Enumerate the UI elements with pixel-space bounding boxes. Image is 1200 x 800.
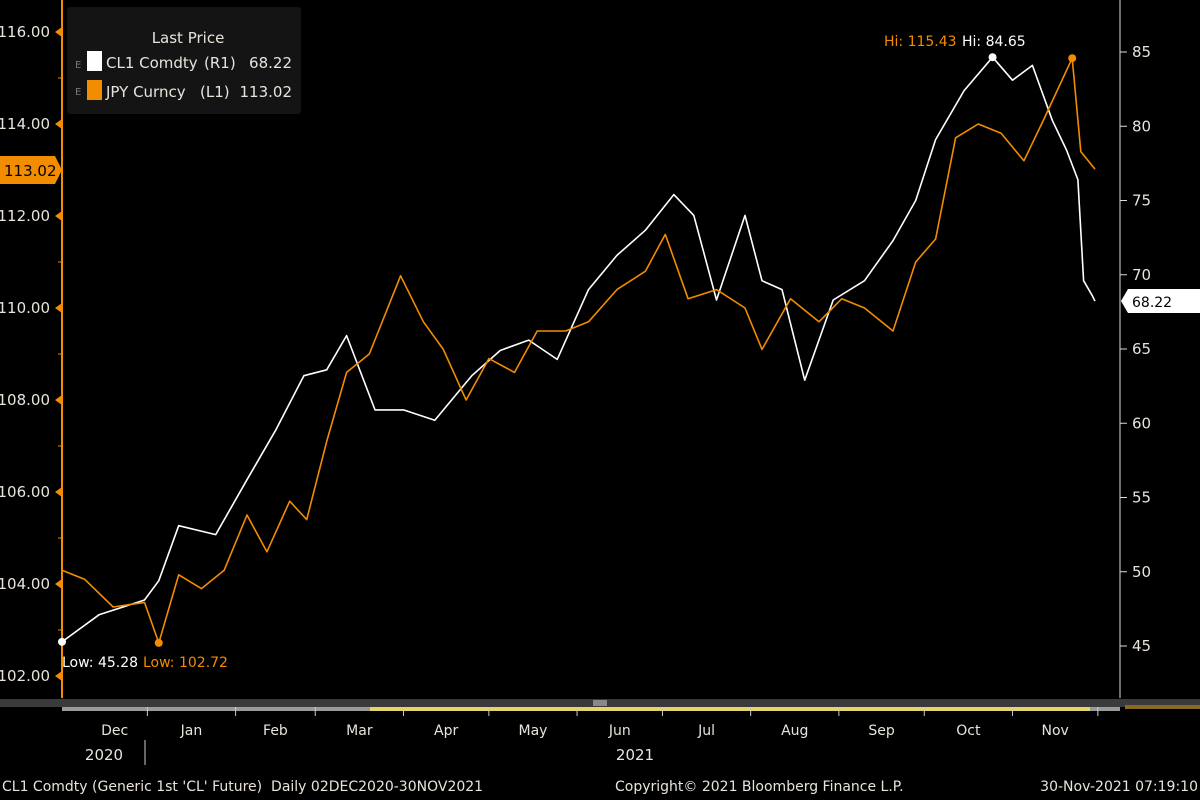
x-tick-label: Jun [608,723,631,739]
left-tick-label: 108.00 [0,391,50,409]
legend-axis: (L1) [200,83,230,101]
left-tick-label: 116.00 [0,23,50,41]
jpy-low-annotation: Low: 102.72 [143,655,228,671]
left-tick-mark [55,487,62,497]
x-tick-label: Jul [697,723,715,739]
left-tick-mark [55,579,62,589]
x-tick-label: May [518,723,547,739]
right-tick-label: 65 [1132,340,1151,358]
x-tick-label: Sep [868,723,895,739]
jpy-low-marker [154,638,163,647]
legend-item-cl1[interactable]: E CL1 Comdty (R1) 68.22 [75,51,292,72]
x-tick-label: Mar [346,723,373,739]
legend-value: 68.22 [249,54,292,72]
right-tick-label: 80 [1132,117,1151,135]
left-tick-label: 112.00 [0,207,50,225]
time-scrollbar[interactable] [0,699,1200,711]
cl1-swatch [87,51,102,71]
x-axis-ticks: Dec Jan Feb Mar Apr May Jun Jul Aug Sep Oct Nov [101,707,1099,739]
right-last-value: 68.22 [1132,295,1172,311]
right-tick-label: 75 [1132,192,1151,210]
right-tick-label: 70 [1132,266,1151,284]
right-tick-label: 50 [1132,563,1151,581]
left-tick-mark [55,395,62,405]
series-lines [58,53,1096,647]
x-tick-label: Feb [263,723,288,739]
left-tick-label: 106.00 [0,483,50,501]
legend: Last Price E CL1 Comdty (R1) 68.22 E JPY… [67,7,301,114]
year-label-2021: 2021 [616,746,654,764]
left-last-value: 113.02 [4,162,57,180]
x-tick-label: Jan [180,723,203,739]
x-tick-label: Oct [956,723,981,739]
right-axis-ticks: 45 50 55 60 65 70 75 80 85 [1120,43,1151,655]
left-tick-mark [55,27,62,37]
left-tick-label: 104.00 [0,575,50,593]
left-tick-label: 110.00 [0,299,50,317]
right-tick-label: 85 [1132,43,1151,61]
legend-name: CL1 Comdty [106,54,198,72]
left-tick-label: 114.00 [0,115,50,133]
year-label-2020: 2020 [85,746,123,764]
legend-name: JPY Curncy [105,83,186,101]
jpy-high-marker [1068,54,1077,63]
left-tick-mark [55,303,62,313]
jpy-high-annotation: Hi: 115.43 [884,34,957,50]
left-tick-mark [55,119,62,129]
left-tick-label: 102.00 [0,667,50,685]
left-axis-ticks: 102.00 104.00 106.00 108.00 110.00 112.00 114.… [0,23,62,685]
footer-copyright: Copyright© 2021 Bloomberg Finance L.P. [615,779,904,795]
jpy-swatch [87,80,102,100]
right-tick-label: 45 [1132,637,1151,655]
expand-icon[interactable]: E [75,87,81,98]
right-last-label: 68.22 [1121,289,1200,313]
legend-title: Last Price [152,29,225,47]
cl1-low-annotation: Low: 45.28 [62,655,138,671]
legend-value: 113.02 [240,83,293,101]
x-tick-label: Dec [101,723,128,739]
x-tick-label: Aug [781,723,808,739]
x-tick-label: Nov [1041,723,1068,739]
footer-description: CL1 Comdty (Generic 1st 'CL' Future) Dai… [2,779,483,795]
scroll-handle-icon[interactable] [593,700,607,706]
footer-timestamp: 30-Nov-2021 07:19:10 [1040,779,1198,795]
x-tick-label: Apr [434,723,458,739]
legend-item-jpy[interactable]: E JPY Curncy (L1) 113.02 [75,80,292,101]
cl1-high-marker [988,53,997,62]
left-last-label: 113.02 [0,156,62,184]
left-tick-mark [55,671,62,681]
jpy-series-line [61,57,1096,644]
expand-icon[interactable]: E [75,60,81,71]
legend-axis: (R1) [204,54,236,72]
cl1-low-marker [58,637,66,646]
cl1-series-line [61,56,1096,643]
cl1-high-annotation: Hi: 84.65 [962,34,1026,50]
right-tick-label: 55 [1132,489,1151,507]
left-tick-mark [55,211,62,221]
right-tick-label: 60 [1132,414,1151,432]
